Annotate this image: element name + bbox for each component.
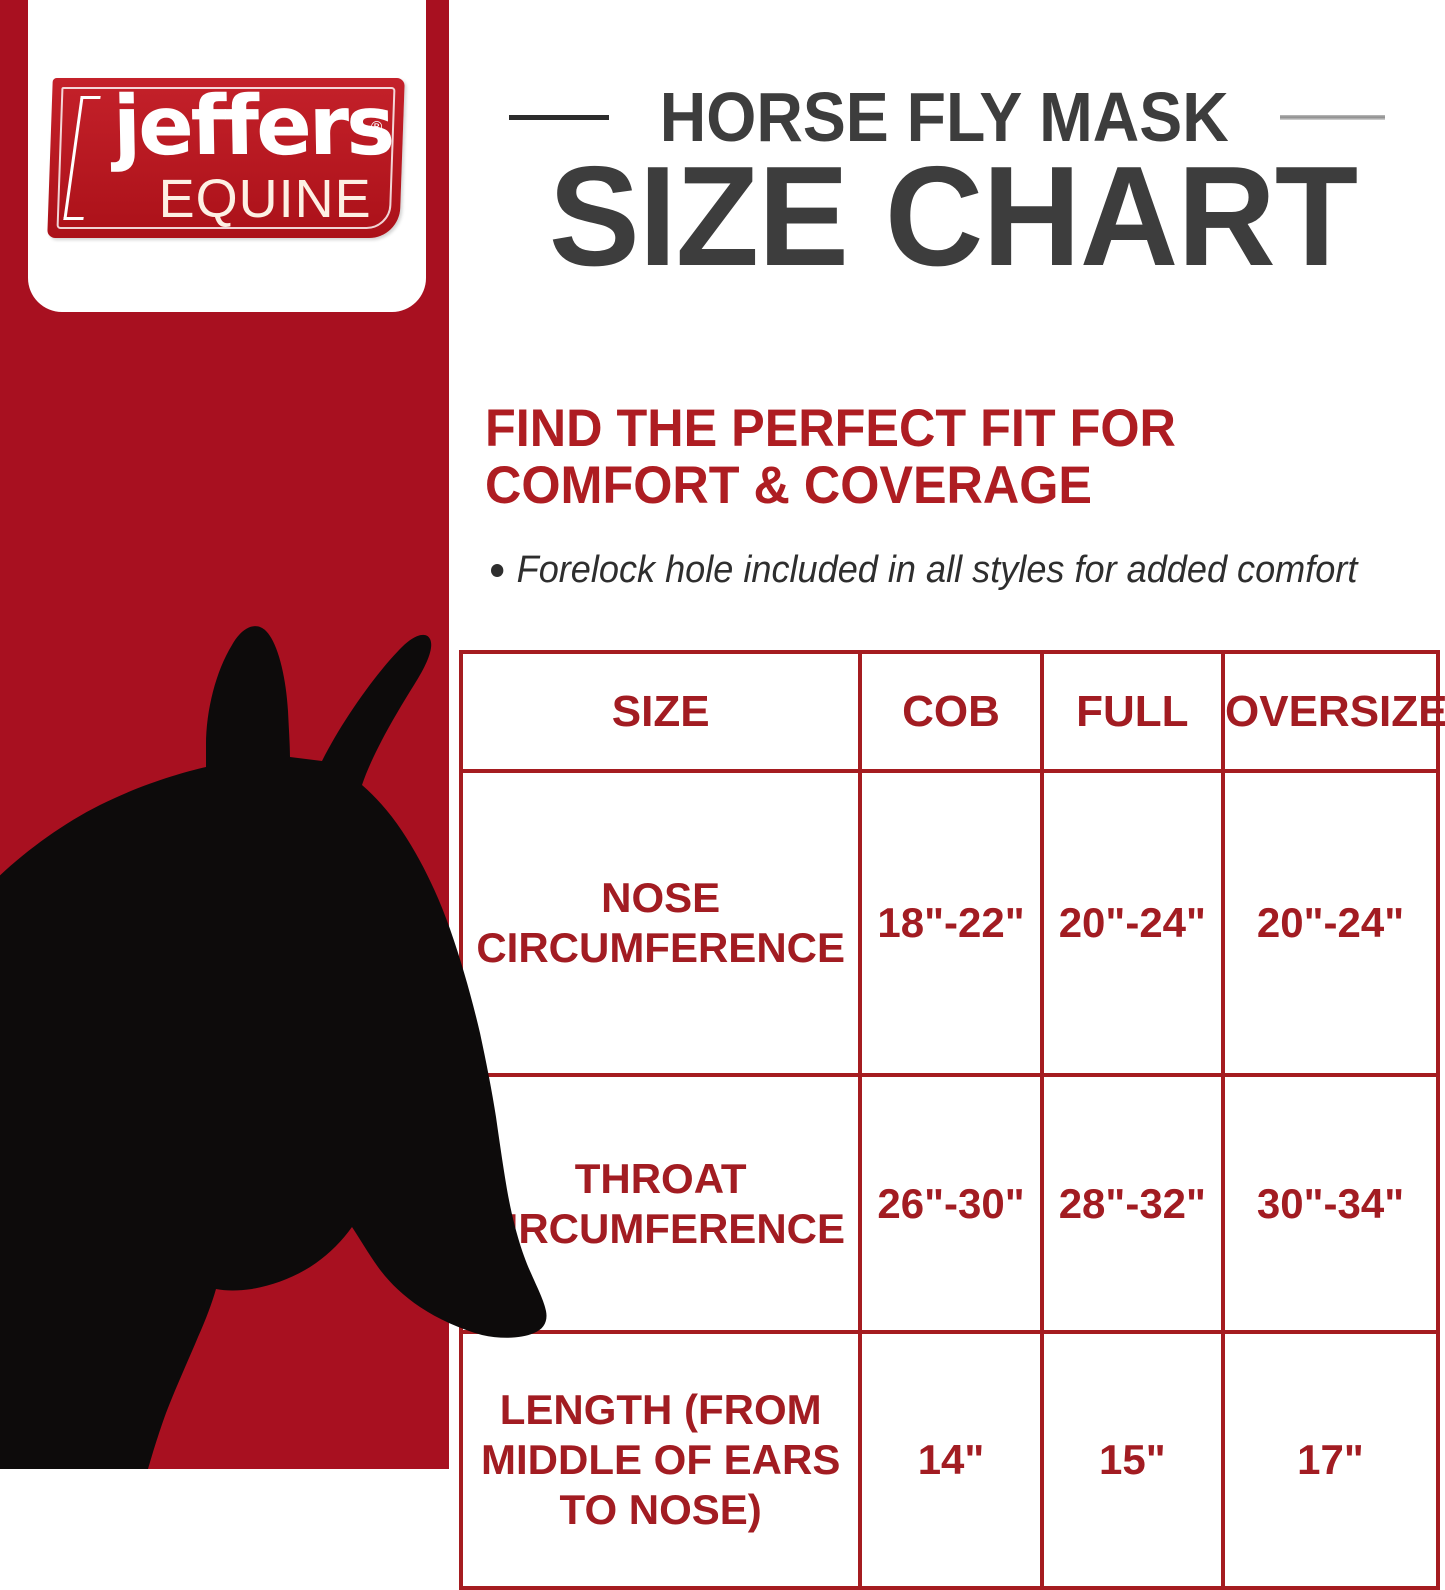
row-label-line-1: NOSE — [601, 874, 721, 921]
table-row: THROAT CIRCUMFERENCE 26"-30" 28"-32" 30"… — [458, 1073, 1440, 1334]
eyebrow-title-row: HORSE FLY MASK — [449, 72, 1445, 162]
cell-throat-full: 28"-32" — [1039, 1073, 1226, 1334]
table-row: LENGTH (FROM MIDDLE OF EARS TO NOSE) 14"… — [458, 1330, 1440, 1590]
logo-subbrand: EQUINE — [158, 169, 372, 229]
note-text: Forelock hole included in all styles for… — [516, 549, 1358, 591]
cell-length-cob: 14" — [858, 1330, 1044, 1590]
column-header-cob: COB — [858, 650, 1044, 773]
cell-throat-cob: 26"-30" — [858, 1073, 1044, 1334]
rule-left-decoration — [509, 114, 610, 120]
notes-list: Forelock hole included in all styles for… — [491, 548, 1441, 592]
page-eyebrow-title: HORSE FLY MASK — [660, 78, 1229, 156]
rule-right-decoration — [1279, 114, 1385, 120]
column-header-oversize: OVERSIZE — [1221, 650, 1445, 773]
page-subtitle: FIND THE PERFECT FIT FOR COMFORT & COVER… — [485, 399, 1176, 515]
cell-length-full: 15" — [1039, 1330, 1226, 1590]
size-chart-table: SIZE COB FULL OVERSIZE NOSE CIRCUMFERENC… — [458, 650, 1445, 1590]
cell-nose-full: 20"-24" — [1039, 769, 1226, 1077]
cell-throat-oversize: 30"-34" — [1221, 1073, 1440, 1334]
column-header-size: SIZE — [458, 650, 863, 773]
cell-nose-cob: 18"-22" — [858, 769, 1044, 1077]
logo-wordmark: jeffers — [112, 79, 393, 174]
table-row: NOSE CIRCUMFERENCE 18"-22" 20"-24" 20"-2… — [458, 769, 1440, 1077]
row-label-line-1: THROAT — [574, 1154, 747, 1202]
cell-length-oversize: 17" — [1221, 1330, 1440, 1590]
row-label-length: LENGTH (FROM MIDDLE OF EARS TO NOSE) — [458, 1330, 863, 1590]
main-content: HORSE FLY MASK SIZE CHART FIND THE PERFE… — [449, 0, 1445, 1590]
list-item: Forelock hole included in all styles for… — [491, 548, 1394, 592]
table-header-row: SIZE COB FULL OVERSIZE — [458, 650, 1445, 773]
column-header-full: FULL — [1039, 650, 1226, 773]
row-label-nose-circumference: NOSE CIRCUMFERENCE — [458, 769, 863, 1077]
row-label-line-2: CIRCUMFERENCE — [476, 924, 845, 971]
row-label-line-1: LENGTH (FROM — [499, 1386, 822, 1433]
page-title: SIZE CHART — [548, 137, 1358, 296]
brand-logo-card: jeffers ® EQUINE — [28, 0, 426, 312]
jeffers-logo-badge: jeffers ® EQUINE — [47, 78, 405, 238]
row-label-line-3: TO NOSE) — [559, 1486, 762, 1533]
row-label-line-2: MIDDLE OF EARS — [481, 1436, 841, 1483]
logo-registered-mark: ® — [368, 118, 385, 136]
row-label-line-2: CIRCUMFERENCE — [476, 1204, 845, 1252]
cell-nose-oversize: 20"-24" — [1221, 769, 1440, 1077]
row-label-throat-circumference: THROAT CIRCUMFERENCE — [458, 1073, 863, 1334]
bullet-dot-icon — [491, 564, 504, 577]
